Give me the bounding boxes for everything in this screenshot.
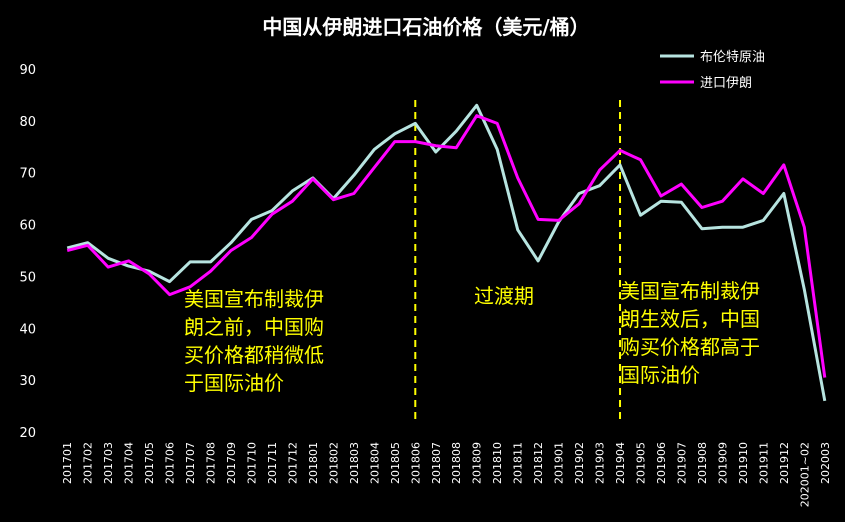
x-tick-label: 201907 (675, 442, 688, 484)
y-tick-label: 70 (19, 167, 36, 182)
x-tick-label: 202003 (819, 442, 832, 484)
y-tick-label: 30 (19, 374, 36, 389)
y-tick-label: 20 (19, 426, 36, 441)
annotation-text: 买价格都稍微低 (184, 343, 324, 367)
x-tick-label: 201809 (471, 442, 484, 484)
x-tick-label: 201702 (82, 442, 95, 484)
x-tick-label: 201808 (450, 442, 463, 484)
x-tick-label: 201801 (307, 442, 320, 484)
annotation-text: 美国宣布制裁伊 (184, 287, 324, 311)
x-tick-label: 201710 (246, 442, 259, 484)
x-tick-label: 201805 (389, 442, 402, 484)
x-tick-label: 201701 (61, 442, 74, 484)
x-tick-label: 201807 (430, 442, 443, 484)
x-tick-label: 201704 (123, 442, 136, 484)
x-tick-label: 201905 (635, 442, 648, 484)
annotation-text: 国际油价 (620, 363, 700, 387)
x-tick-label: 201708 (205, 442, 218, 484)
y-tick-label: 50 (19, 270, 36, 285)
x-tick-label: 201902 (573, 442, 586, 484)
x-tick-label: 201906 (655, 442, 668, 484)
x-tick-label: 201903 (594, 442, 607, 484)
annotation-text: 朗生效后，中国 (620, 307, 760, 331)
x-tick-label: 201901 (553, 442, 566, 484)
x-tick-label: 201912 (778, 442, 791, 484)
x-tick-label: 201711 (266, 442, 279, 484)
legend-label: 进口伊朗 (700, 76, 752, 91)
x-tick-label: 201703 (102, 442, 115, 484)
x-tick-label: 201804 (368, 442, 381, 484)
x-tick-label: 201911 (757, 442, 770, 484)
x-tick-label: 201802 (327, 442, 340, 484)
x-tick-label: 201803 (348, 442, 361, 484)
x-tick-label: 201811 (512, 442, 525, 484)
y-axis: 20 30 40 50 60 70 80 90 (19, 63, 36, 441)
series-line (66, 114, 827, 378)
x-tick-label: 201910 (737, 442, 750, 484)
x-tick-label: 201904 (614, 442, 627, 484)
series-lines (66, 103, 827, 402)
x-tick-label: 201709 (225, 442, 238, 484)
annotation-text: 于国际油价 (184, 371, 284, 395)
x-tick-label: 202001~02 (798, 442, 811, 507)
y-tick-label: 40 (19, 322, 36, 337)
series-line (66, 103, 827, 402)
x-tick-label: 201706 (164, 442, 177, 484)
x-tick-label: 201812 (532, 442, 545, 484)
chart-title: 中国从伊朗进口石油价格（美元/桶） (262, 15, 589, 39)
x-tick-label: 201712 (286, 442, 299, 484)
divider-lines (414, 100, 622, 424)
legend-label: 布伦特原油 (700, 50, 765, 65)
x-axis: 201701 201702 201703 201704 201705 201706 2017… (61, 442, 832, 507)
annotation-text: 朗之前，中国购 (184, 315, 324, 339)
x-tick-label: 201705 (143, 442, 156, 484)
x-tick-label: 201806 (409, 442, 422, 484)
x-tick-label: 201707 (184, 442, 197, 484)
y-tick-label: 80 (19, 115, 36, 130)
x-tick-label: 201909 (716, 442, 729, 484)
x-tick-label: 201810 (491, 442, 504, 484)
x-tick-label: 201908 (696, 442, 709, 484)
y-tick-label: 60 (19, 219, 36, 234)
y-tick-label: 90 (19, 63, 36, 78)
annotation-text: 过渡期 (474, 284, 534, 308)
annotation-text: 美国宣布制裁伊 (620, 279, 760, 303)
annotation-text: 购买价格都高于 (620, 335, 760, 359)
